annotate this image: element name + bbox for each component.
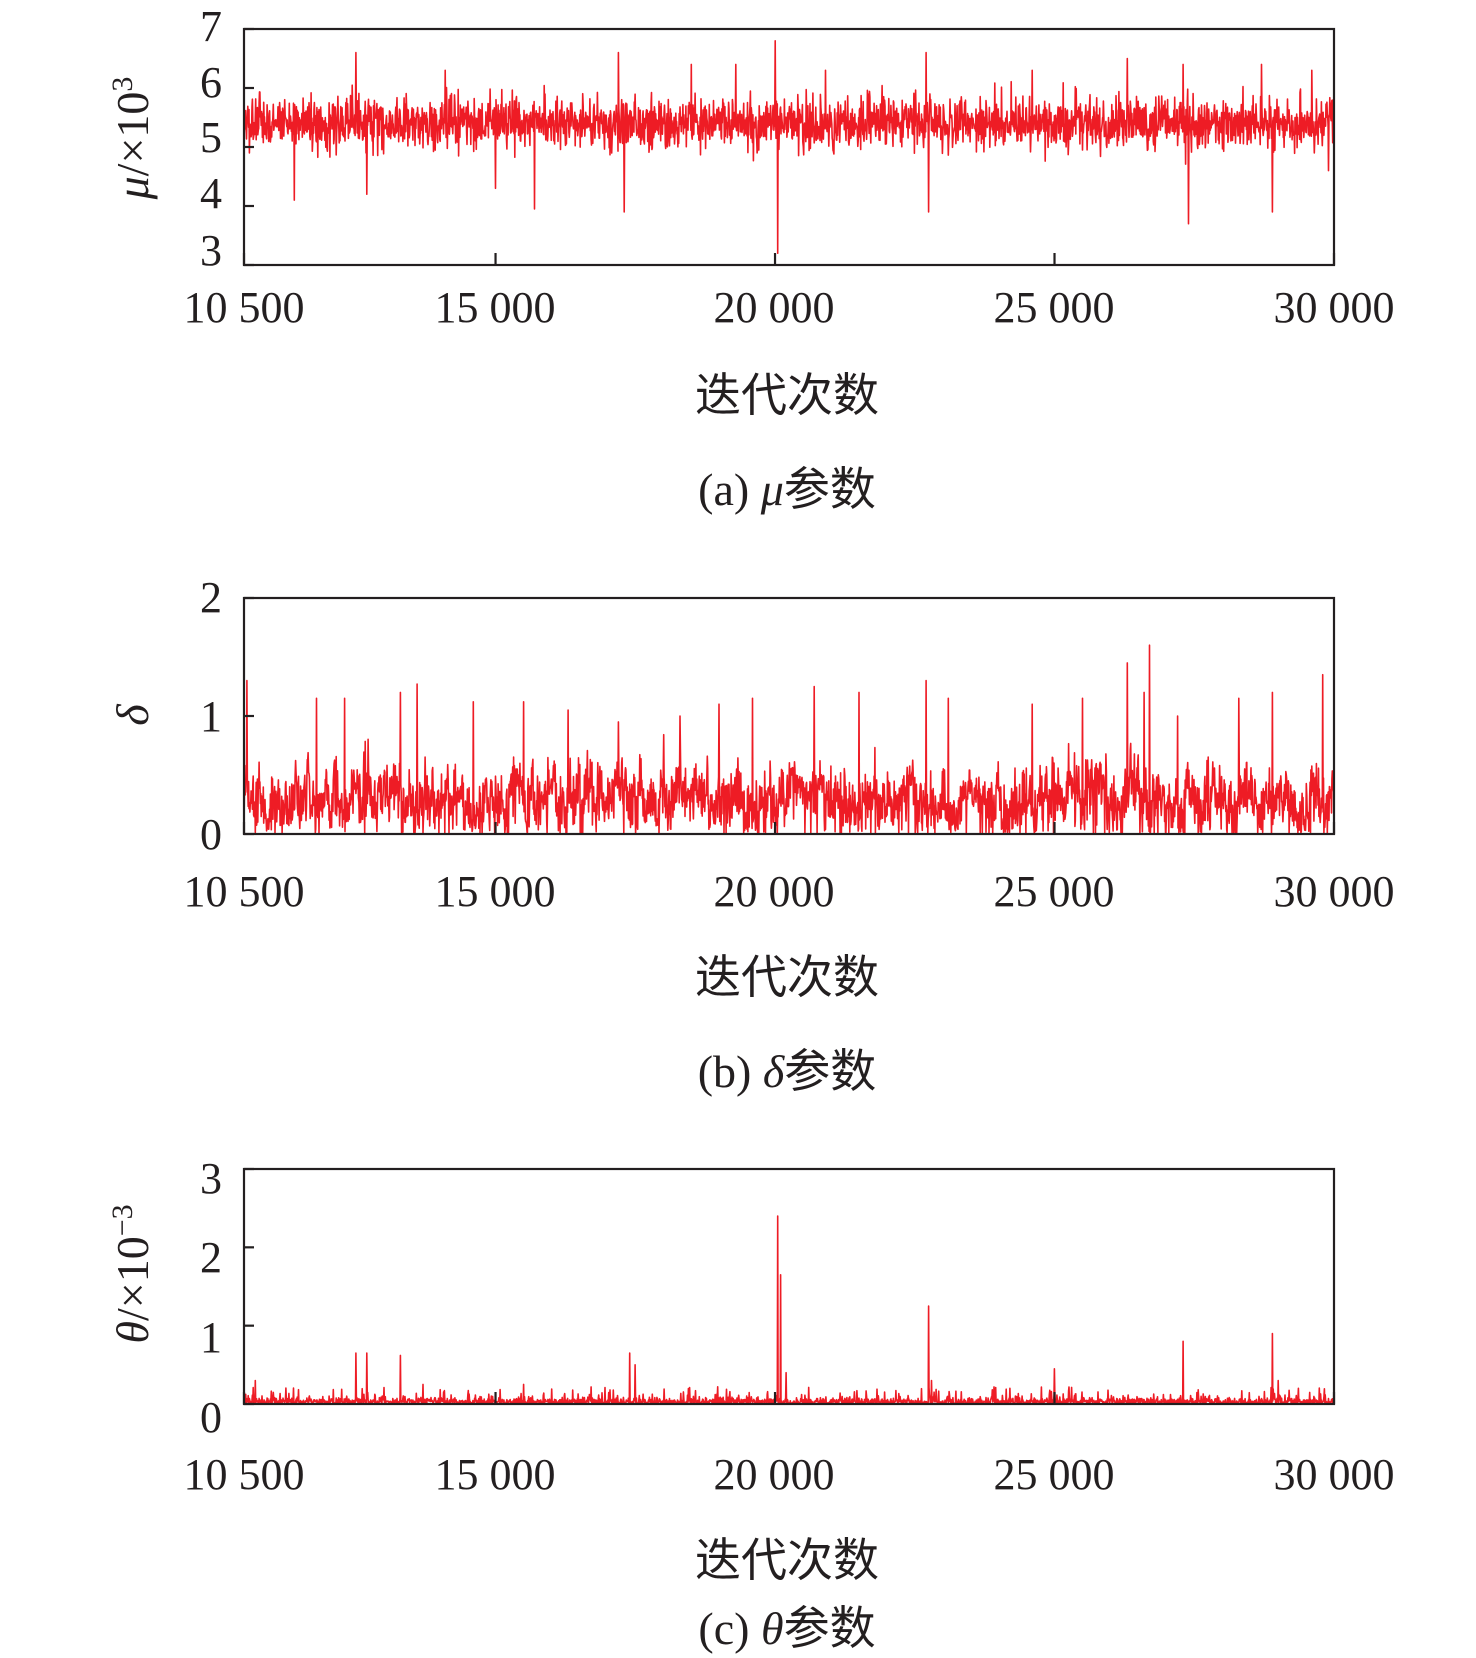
y-tick-label: 5 <box>200 113 222 162</box>
chart-delta: 2 1 0 10 500 15 000 20 000 25 000 30 000… <box>107 573 1395 1097</box>
x-tick-label: 20 000 <box>714 867 835 916</box>
chart-caption: (a) μ参数 <box>698 464 876 515</box>
chart-mu: 7 6 5 4 3 10 500 15 000 20 000 25 000 30… <box>106 2 1395 515</box>
y-tick-label: 2 <box>200 573 222 622</box>
y-tick-label: 1 <box>200 1313 222 1362</box>
x-tick-label: 15 000 <box>435 1450 556 1499</box>
x-tick-label: 15 000 <box>435 283 556 332</box>
plot-frame <box>242 27 1336 267</box>
x-tick-label: 30 000 <box>1274 867 1395 916</box>
y-axis-title: μ/×103 <box>106 77 158 201</box>
series-line <box>243 644 1335 835</box>
x-tick-label: 25 000 <box>994 867 1115 916</box>
x-tick-label: 25 000 <box>994 283 1115 332</box>
x-tick-label: 10 500 <box>184 867 305 916</box>
x-tick-label: 20 000 <box>714 1450 835 1499</box>
y-axis-title: δ <box>107 704 158 726</box>
chart-caption: (b) δ参数 <box>698 1046 877 1097</box>
y-tick-label: 0 <box>200 810 222 859</box>
x-tick-label: 10 500 <box>184 283 305 332</box>
y-tick-label: 7 <box>200 2 222 51</box>
series-line <box>243 40 1335 254</box>
y-tick-label: 3 <box>200 1154 222 1203</box>
x-axis-title: 迭代次数 <box>695 952 879 1003</box>
series-line <box>243 1215 1335 1405</box>
y-tick-label: 1 <box>200 692 222 741</box>
y-tick-label: 4 <box>200 169 222 218</box>
x-tick-label: 25 000 <box>994 1450 1115 1499</box>
y-tick-label: 2 <box>200 1233 222 1282</box>
y-tick-label: 3 <box>200 226 222 275</box>
x-tick-label: 30 000 <box>1274 283 1395 332</box>
chart-theta: 3 2 1 0 10 500 15 000 20 000 25 000 30 0… <box>106 1154 1395 1654</box>
x-tick-label: 30 000 <box>1274 1450 1395 1499</box>
x-tick-label: 15 000 <box>435 867 556 916</box>
plot-frame <box>242 1167 1336 1406</box>
x-axis-title: 迭代次数 <box>695 1535 879 1586</box>
x-tick-label: 20 000 <box>714 283 835 332</box>
y-tick-label: 0 <box>200 1393 222 1442</box>
x-tick-label: 10 500 <box>184 1450 305 1499</box>
chart-caption: (c) θ参数 <box>698 1603 875 1654</box>
y-axis-title: θ/×10−3 <box>106 1204 158 1343</box>
x-axis-title: 迭代次数 <box>695 370 879 421</box>
y-tick-label: 6 <box>200 58 222 107</box>
